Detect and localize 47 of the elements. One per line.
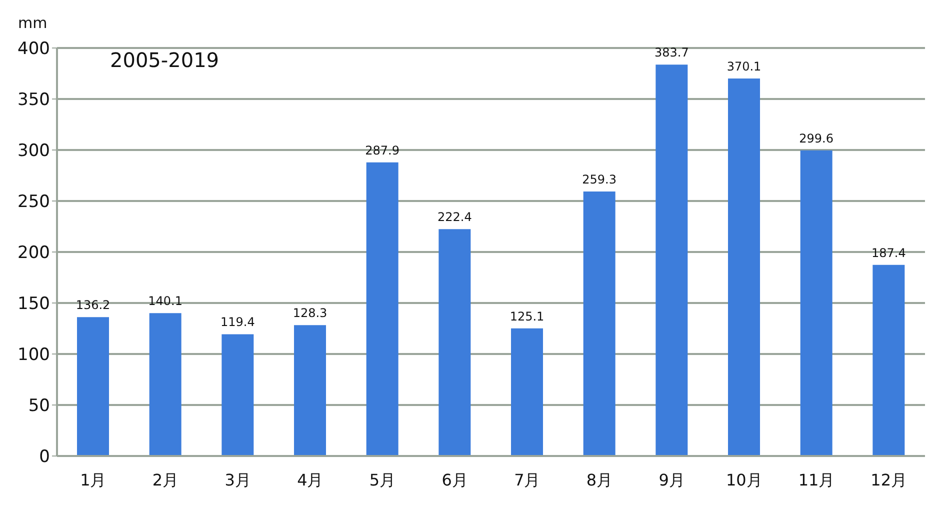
x-tick-label: 12月: [870, 470, 908, 490]
y-tick-label: 0: [39, 447, 50, 468]
y-tick-label: 150: [18, 294, 50, 314]
x-tick-label: 11月: [798, 470, 835, 490]
bar: [800, 150, 832, 456]
x-tick-label: 10月: [726, 470, 762, 490]
data-label: 383.7: [654, 46, 689, 60]
data-label: 187.4: [871, 246, 906, 260]
x-tick-label: 5月: [369, 470, 396, 490]
x-tick-label: 9月: [658, 470, 685, 490]
data-label: 259.3: [582, 172, 617, 187]
data-label: 222.4: [437, 210, 472, 224]
bar: [222, 334, 254, 456]
y-axis-title: mm: [18, 14, 48, 32]
y-tick-label: 200: [18, 243, 50, 264]
data-label: 119.4: [220, 315, 255, 330]
bar: [77, 317, 109, 456]
x-tick-label: 1月: [80, 470, 106, 490]
x-tick-label: 2月: [152, 470, 179, 490]
x-tick-label: 6月: [442, 470, 468, 490]
data-label: 140.1: [148, 294, 183, 308]
y-tick-label: 350: [18, 90, 50, 110]
y-tick-label: 100: [18, 345, 50, 366]
bar: [149, 313, 182, 456]
bar: [656, 64, 688, 456]
data-label: 136.2: [76, 298, 110, 312]
y-tick-label: 300: [18, 141, 50, 162]
x-tick-label: 4月: [297, 470, 324, 490]
data-label: 370.1: [726, 60, 762, 74]
bar: [728, 78, 760, 456]
x-tick-label: 3月: [224, 470, 251, 490]
data-label: 125.1: [510, 309, 544, 324]
bar: [872, 264, 905, 456]
data-label: 128.3: [292, 306, 328, 320]
bar: [366, 162, 398, 456]
data-label: 299.6: [799, 131, 834, 146]
bar: [294, 325, 326, 456]
bar: [511, 328, 543, 456]
bar: [583, 192, 616, 456]
data-label: 287.9: [365, 143, 400, 158]
y-tick-label: 250: [18, 192, 50, 212]
x-tick-label: 8月: [586, 470, 613, 490]
bar: [438, 229, 471, 456]
annotation: 2005-2019: [110, 48, 220, 72]
y-tick-label: 400: [18, 39, 50, 60]
y-tick-label: 50: [28, 396, 50, 416]
x-tick-label: 7月: [514, 470, 540, 490]
